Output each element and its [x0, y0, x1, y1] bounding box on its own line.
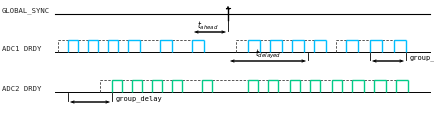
Text: $t_{ahead}$: $t_{ahead}$ [197, 19, 218, 32]
Text: ADC2 DRDY: ADC2 DRDY [2, 85, 41, 91]
Text: GLOBAL_SYNC: GLOBAL_SYNC [2, 7, 50, 14]
Text: $t_{delayed}$: $t_{delayed}$ [254, 48, 280, 60]
Text: group_delay: group_delay [116, 95, 162, 101]
Text: group_delay: group_delay [409, 54, 434, 60]
Text: ADC1 DRDY: ADC1 DRDY [2, 46, 41, 52]
